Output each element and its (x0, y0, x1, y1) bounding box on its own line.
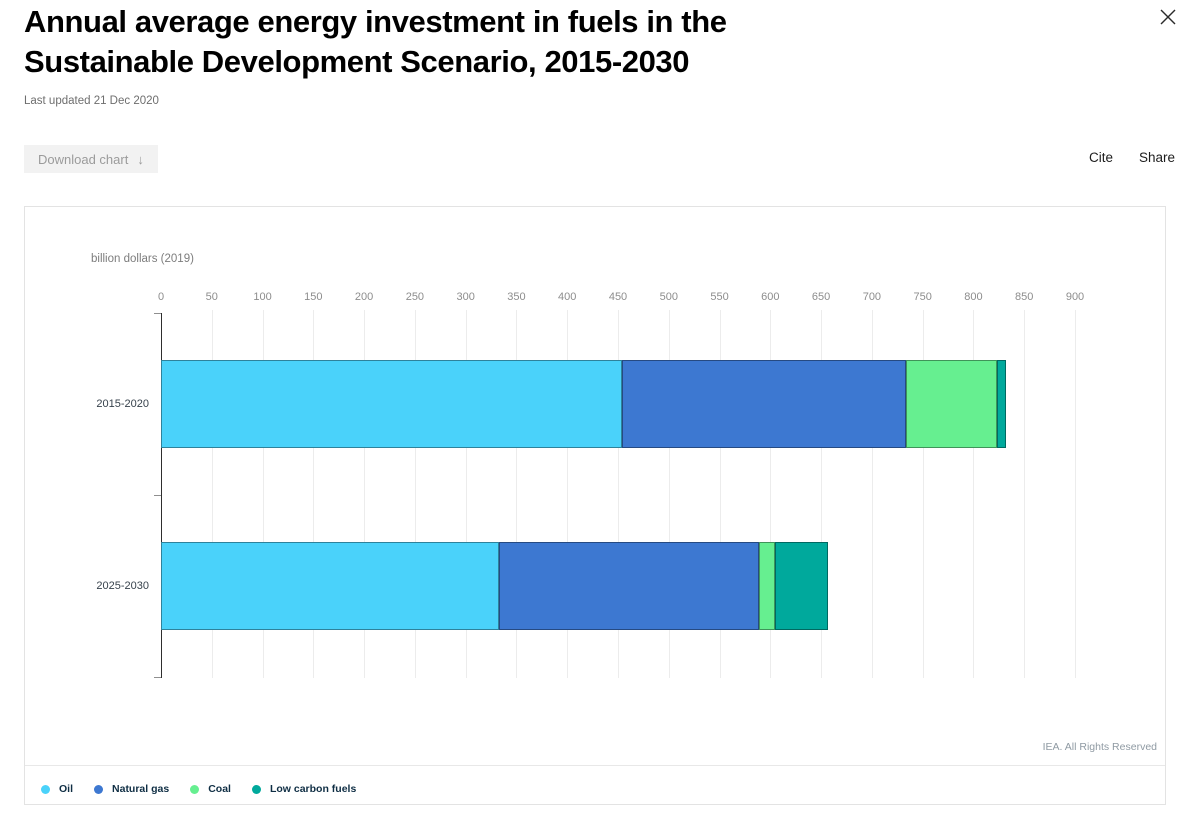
close-icon (1160, 9, 1176, 25)
gridline (465, 310, 467, 678)
x-tick-label: 350 (507, 291, 526, 303)
bar-segment-low-carbon-fuels[interactable] (775, 542, 829, 630)
legend-label: Low carbon fuels (269, 783, 357, 795)
gridline (922, 310, 924, 678)
legend-dot (94, 784, 104, 794)
legend-item-natural-gas[interactable]: Natural gas (94, 783, 169, 795)
x-tick-label: 250 (405, 291, 425, 303)
gridline (1075, 310, 1076, 678)
gridline (719, 310, 721, 678)
x-tick-label: 650 (811, 291, 831, 303)
x-tick-label: 50 (205, 291, 218, 303)
y-axis-tick (154, 495, 161, 496)
x-tick-label: 500 (659, 291, 678, 303)
gridline (770, 310, 772, 678)
gridline (262, 310, 264, 678)
chart-card: billion dollars (2019) 0 50 100 150 200 250 30… (24, 206, 1166, 805)
gridline (618, 310, 619, 678)
gridline (567, 310, 569, 678)
page-title-line1: Annual average energy investment in fuel… (24, 4, 727, 39)
gridline (821, 310, 823, 678)
plot-area (154, 310, 1076, 678)
y-axis-tick (154, 677, 161, 678)
x-tick-label: 150 (304, 291, 323, 303)
gridline (516, 310, 518, 678)
chart-legend: Oil Natural gas Coal Low carbon fuels (41, 774, 377, 804)
bar-segment-coal[interactable] (906, 360, 997, 448)
bar-segment-natural-gas[interactable] (622, 360, 907, 448)
x-tick-label: 550 (710, 291, 729, 303)
x-tick-label: 200 (354, 291, 374, 303)
x-tick-label: 850 (1015, 291, 1034, 303)
bar-row-2015-2020 (161, 360, 1006, 448)
last-updated-text: Last updated 21 Dec 2020 (24, 95, 159, 107)
legend-item-oil[interactable]: Oil (41, 783, 73, 795)
bar-segment-natural-gas[interactable] (499, 542, 760, 630)
x-tick-label: 300 (456, 291, 475, 303)
legend-dot (190, 784, 200, 794)
cite-button[interactable]: Cite (1088, 150, 1113, 165)
bar-row-2025-2030 (161, 542, 829, 630)
page-title: Annual average energy investment in fuel… (24, 2, 924, 82)
download-arrow-icon: ↓ (137, 151, 144, 167)
x-axis-ticks: 0 50 100 150 200 250 300 350 400 450 500 550 600 650 7… (25, 291, 1165, 305)
x-tick-label: 900 (1065, 291, 1085, 303)
page-title-line2: Sustainable Development Scenario, 2015-2… (24, 44, 690, 79)
gridline (871, 310, 873, 678)
legend-item-low-carbon-fuels[interactable]: Low carbon fuels (251, 783, 357, 795)
gridline (313, 310, 315, 678)
x-tick-label: 750 (913, 291, 932, 303)
gridline (668, 310, 670, 678)
axis-unit-label: billion dollars (2019) (91, 253, 194, 265)
attribution-text: IEA. All Rights Reserved (1042, 741, 1157, 753)
legend-item-coal[interactable]: Coal (190, 783, 231, 795)
bar-segment-low-carbon-fuels[interactable] (996, 360, 1006, 448)
y-axis-tick (154, 313, 161, 314)
gridline (973, 310, 975, 678)
x-tick-label: 100 (253, 291, 272, 303)
gridline (1024, 310, 1026, 678)
legend-label: Oil (59, 783, 74, 795)
category-label: 2015-2020 (96, 398, 149, 410)
x-tick-label: 450 (608, 291, 628, 303)
y-axis-line (161, 313, 162, 678)
legend-label: Coal (208, 783, 231, 795)
gridline (414, 310, 416, 678)
x-tick-label: 600 (761, 291, 780, 303)
x-tick-label: 400 (558, 291, 577, 303)
gridline (211, 310, 213, 678)
bar-segment-coal[interactable] (759, 542, 776, 630)
header-actions: Cite Share (1089, 150, 1175, 165)
x-tick-label: 800 (964, 291, 983, 303)
category-label: 2025-2030 (96, 580, 149, 592)
bar-segment-oil[interactable] (161, 542, 500, 630)
gridline (364, 310, 366, 678)
share-button[interactable]: Share (1138, 150, 1175, 165)
download-chart-button[interactable]: Download chart ↓ (24, 145, 158, 173)
legend-dot (41, 784, 50, 794)
legend-label: Natural gas (112, 783, 170, 795)
x-tick-label: 0 (157, 291, 165, 303)
download-chart-label: Download chart (38, 151, 129, 167)
legend-divider (25, 765, 1165, 766)
close-button[interactable] (1158, 8, 1178, 28)
legend-dot (251, 784, 261, 794)
bar-segment-oil[interactable] (161, 360, 623, 448)
x-tick-label: 700 (862, 291, 882, 303)
